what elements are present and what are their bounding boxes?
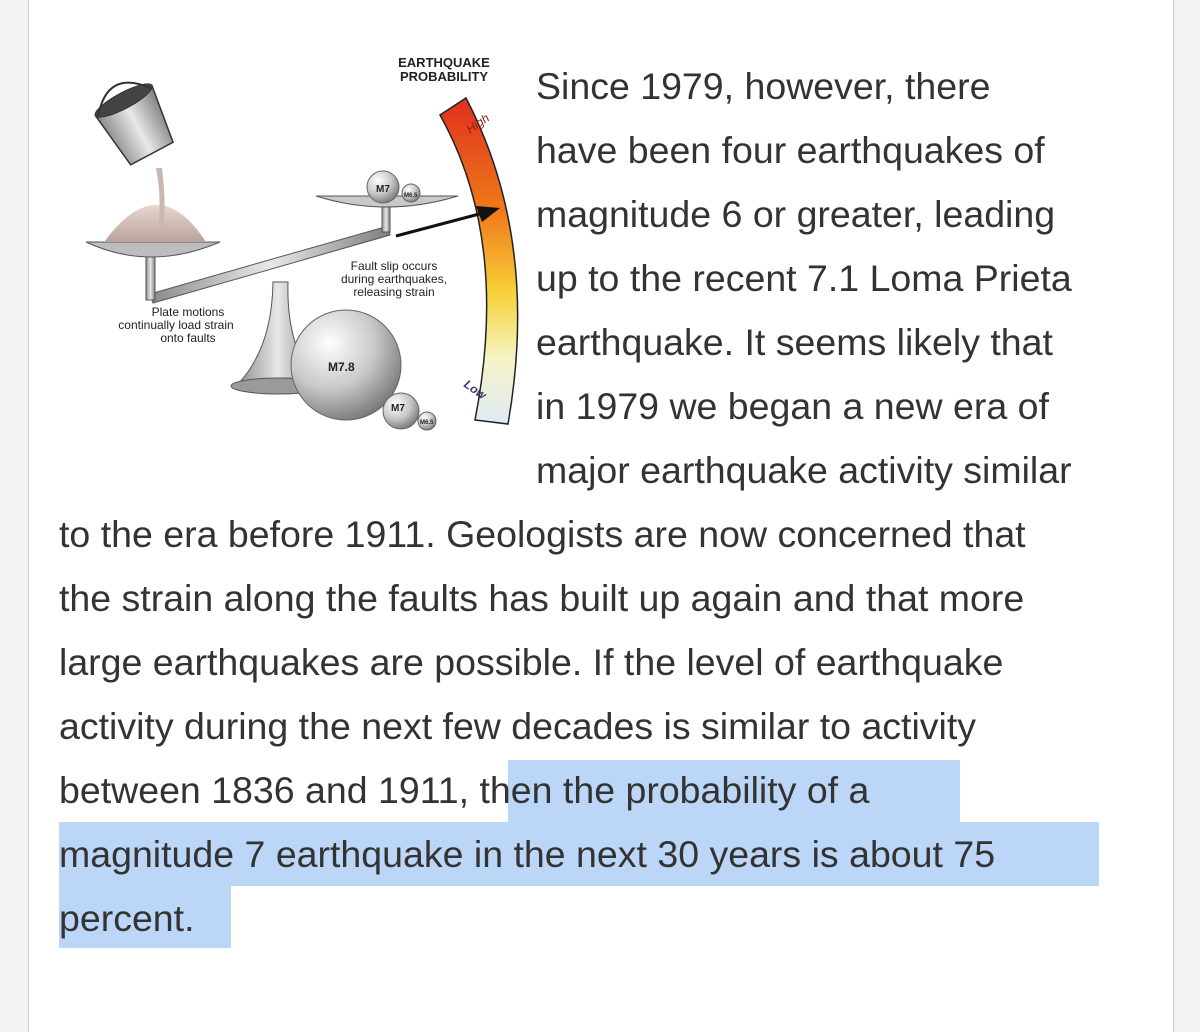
scale-title-line2: PROBABILITY (400, 69, 488, 84)
left-pan (85, 241, 221, 258)
pan-ball-m65 (401, 183, 421, 203)
pouring-bucket (94, 81, 174, 166)
big-ball-m78 (290, 309, 402, 421)
scale-title-line1: EARTHQUAKE (398, 55, 490, 70)
selection-highlight-line12 (508, 760, 960, 822)
pointer-arrow-head (476, 206, 500, 222)
paragraph-line: between 1836 and 1911, then the probabil… (59, 758, 869, 822)
paragraph-line: the strain along the faults has built up… (59, 577, 1025, 619)
plate-label-line3: onto faults (160, 331, 215, 345)
selected-text[interactable]: then the probability of a (479, 769, 870, 811)
selection-highlight-line14 (59, 886, 231, 948)
earthquake-balance-figure: EARTHQUAKE PROBABILITY High Low M7 M6.5 (58, 50, 528, 450)
probability-scale-bar (439, 96, 519, 425)
small-ball-m7-label: M7 (391, 403, 405, 414)
selection-highlight-line13 (59, 822, 1099, 886)
paragraph-line: percent. (59, 886, 195, 950)
big-ball-label: M7.8 (328, 360, 355, 374)
small-ball-m7 (382, 392, 420, 430)
paragraph-line: up to the recent 7.1 Loma Prieta (536, 257, 1072, 299)
paragraph-line: Since 1979, however, there (536, 65, 991, 107)
paragraph-line: large earthquakes are possible. If the l… (59, 641, 1004, 683)
selected-text[interactable]: magnitude 7 earthquake in the next 30 ye… (59, 833, 996, 875)
paragraph-line: magnitude 7 earthquake in the next 30 ye… (59, 822, 995, 886)
selected-text[interactable]: percent. (59, 897, 195, 939)
plate-label-line2: continually load strain (118, 318, 233, 332)
paragraph-line: magnitude 6 or greater, leading (536, 193, 1056, 235)
paragraph-line: in 1979 we began a new era of (536, 385, 1049, 427)
paragraph-line: activity during the next few decades is … (59, 705, 977, 747)
small-ball-m65-label: M6.5 (420, 420, 434, 426)
paragraph-line: have been four earthquakes of (536, 129, 1045, 171)
sand-stream (156, 168, 165, 228)
sand-pile (104, 205, 206, 242)
pan-ball-m7 (366, 170, 400, 204)
pan-ball-m65-label: M6.5 (404, 193, 418, 199)
paragraph-line: to the era before 1911. Geologists are n… (59, 513, 1026, 555)
small-ball-m65 (417, 411, 437, 431)
pan-ball-m7-label: M7 (376, 184, 390, 195)
plain-text: between 1836 and 1911, (59, 769, 480, 811)
fault-label-line1: Fault slip occurs (351, 259, 438, 273)
paragraph-line: major earthquake activity similar (536, 449, 1072, 491)
paragraph-line: earthquake. It seems likely that (536, 321, 1053, 363)
pointer-arrow-shaft (395, 211, 484, 238)
plate-label-line1: Plate motions (152, 305, 225, 319)
fault-label-line3: releasing strain (353, 285, 434, 299)
fault-label-line2: during earthquakes, (341, 272, 447, 286)
balance-diagram-svg: EARTHQUAKE PROBABILITY High Low M7 M6.5 (85, 55, 519, 431)
